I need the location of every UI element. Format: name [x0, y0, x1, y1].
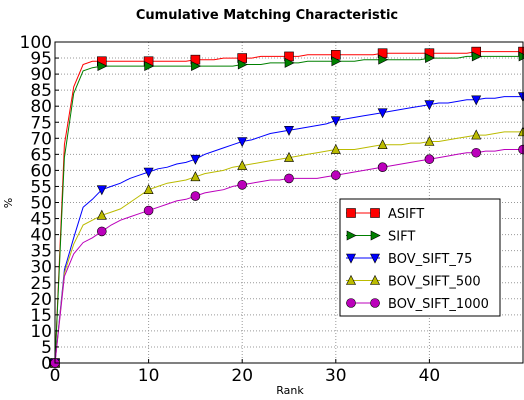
- y-tick-label: 0: [41, 354, 52, 374]
- legend: ASIFT SIFT BOV_SIFT_75 BOV_SIFT_500 BOV_SIFT…: [339, 198, 501, 317]
- legend-item: ASIFT: [346, 207, 424, 222]
- y-tick-label: 95: [30, 49, 52, 69]
- data-point-marker: [424, 154, 435, 164]
- series-bov-sift-1000: [50, 144, 524, 368]
- legend-marker: [346, 230, 357, 241]
- x-tick-label: 40: [419, 366, 441, 386]
- data-point-marker: [331, 56, 342, 67]
- y-tick-label: 60: [30, 161, 52, 181]
- legend-marker: [346, 298, 356, 308]
- data-point-marker: [284, 125, 294, 136]
- data-point-marker: [190, 191, 201, 201]
- data-point-marker: [284, 151, 294, 162]
- tick-labels: 0 10 20 30 400510152025303540455055606570758…: [20, 33, 441, 386]
- series-asift: [50, 46, 524, 368]
- data-point-marker: [330, 143, 341, 154]
- data-point-marker: [425, 53, 436, 64]
- data-point-marker: [377, 108, 388, 119]
- legend-marker: [370, 274, 380, 285]
- data-point-marker: [424, 135, 435, 146]
- y-tick-label: 30: [30, 258, 52, 278]
- data-point-marker: [284, 57, 295, 68]
- data-point-marker: [143, 167, 154, 178]
- x-tick-label: 20: [231, 366, 253, 386]
- y-tick-label: 75: [30, 113, 52, 133]
- data-point-marker: [237, 180, 247, 190]
- y-axis-label: %: [2, 198, 15, 208]
- legend-item: BOV_SIFT_500: [346, 275, 481, 290]
- y-tick-label: 80: [30, 97, 52, 117]
- data-point-marker: [471, 147, 482, 158]
- y-tick-label: 85: [30, 81, 52, 101]
- data-point-marker: [97, 61, 108, 72]
- y-tick-label: 10: [30, 322, 52, 342]
- legend-label: BOV_SIFT_1000: [388, 297, 489, 312]
- series-bov-sift-500: [50, 126, 524, 368]
- data-point-marker: [471, 51, 482, 62]
- y-tick-label: 100: [20, 33, 52, 53]
- data-point-marker: [190, 171, 201, 182]
- data-point-marker: [330, 116, 341, 127]
- data-point-marker: [96, 185, 107, 196]
- data-point-marker: [96, 209, 107, 220]
- y-tick-label: 25: [30, 274, 52, 294]
- legend-label: BOV_SIFT_75: [388, 252, 472, 267]
- data-point-marker: [144, 61, 155, 72]
- legend-marker: [346, 253, 356, 264]
- series-layer: [50, 46, 524, 369]
- data-point-marker: [190, 154, 201, 165]
- x-tick-label: 10: [138, 366, 160, 386]
- data-point-marker: [471, 129, 482, 140]
- legend-marker: [370, 230, 381, 241]
- data-point-marker: [237, 159, 248, 170]
- data-point-marker: [237, 137, 248, 148]
- data-point-marker: [377, 162, 388, 172]
- legend-marker: [346, 208, 356, 218]
- y-tick-label: 40: [30, 226, 52, 246]
- data-point-marker: [284, 173, 294, 184]
- y-tick-label: 5: [41, 338, 52, 358]
- chart-title: Cumulative Matching Characteristic: [136, 8, 398, 23]
- legend-label: ASIFT: [388, 207, 424, 222]
- data-point-marker: [378, 54, 389, 65]
- data-point-marker: [143, 205, 154, 216]
- y-tick-label: 20: [30, 290, 52, 310]
- legend-marker: [370, 253, 380, 264]
- y-tick-label: 45: [30, 210, 52, 230]
- legend-marker: [370, 208, 380, 218]
- legend-marker: [346, 274, 356, 285]
- y-tick-label: 90: [30, 65, 52, 85]
- x-tick-label: 0: [50, 366, 61, 386]
- data-point-marker: [471, 95, 482, 106]
- x-axis-label: Rank: [276, 384, 304, 397]
- legend-item: SIFT: [346, 230, 415, 245]
- data-point-marker: [143, 183, 154, 194]
- y-tick-label: 55: [30, 177, 52, 197]
- data-point-marker: [97, 226, 107, 237]
- data-point-marker: [377, 139, 388, 150]
- legend-item: BOV_SIFT_75: [346, 252, 472, 267]
- legend-marker: [370, 298, 380, 308]
- legend-label: SIFT: [388, 230, 415, 245]
- data-point-marker: [424, 100, 435, 111]
- y-tick-label: 15: [30, 306, 52, 326]
- data-point-marker: [330, 170, 341, 181]
- legend-item: BOV_SIFT_1000: [346, 297, 489, 312]
- data-point-marker: [191, 61, 202, 72]
- series-sift: [50, 51, 524, 368]
- y-tick-label: 70: [30, 129, 52, 149]
- y-tick-label: 35: [30, 242, 52, 262]
- y-tick-label: 65: [30, 145, 52, 165]
- y-tick-label: 50: [30, 194, 52, 214]
- x-tick-label: 30: [325, 366, 347, 386]
- legend-label: BOV_SIFT_500: [388, 275, 481, 290]
- data-point-marker: [237, 59, 248, 70]
